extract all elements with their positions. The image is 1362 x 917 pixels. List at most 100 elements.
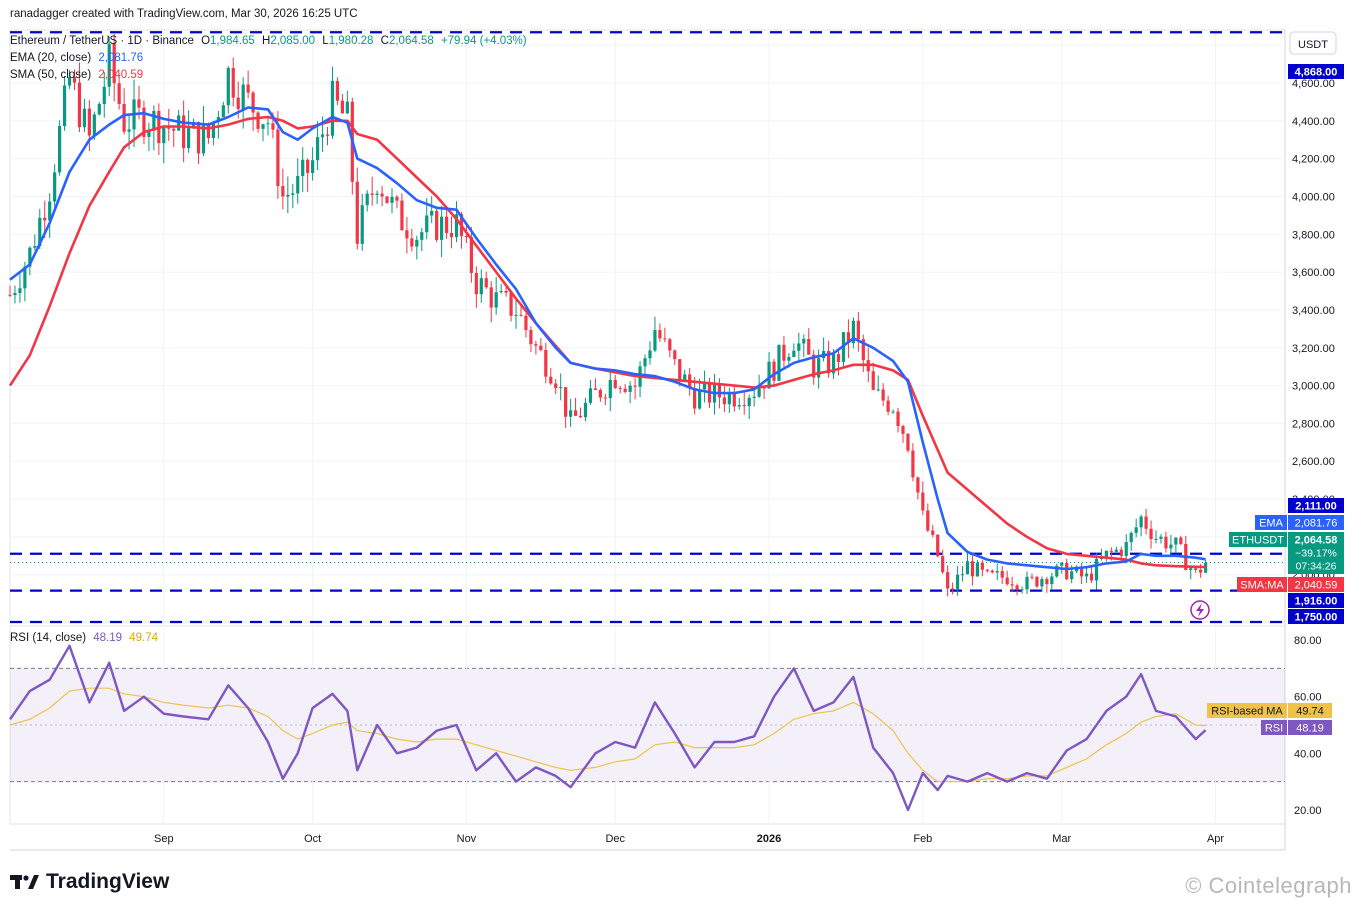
- tag-rsi-value: 48.19: [1296, 723, 1324, 735]
- candle-body: [1109, 550, 1113, 552]
- candle-body: [633, 385, 637, 387]
- ohlc-l-label: L: [322, 35, 329, 47]
- candle-body: [82, 108, 87, 128]
- candle-body: [1025, 576, 1029, 590]
- candle-body: [1040, 578, 1044, 587]
- candle-body: [836, 354, 841, 362]
- candle-body: [1119, 549, 1123, 556]
- time-tick-label: 2026: [757, 833, 781, 845]
- candle-body: [415, 239, 419, 247]
- candle-body: [92, 114, 96, 136]
- candle-body: [936, 534, 940, 557]
- candle-body: [320, 134, 325, 138]
- sma-legend[interactable]: SMA (50, close) 2,040.59: [10, 69, 147, 81]
- rsi-legend[interactable]: RSI (14, close) 48.19 49.74: [10, 632, 162, 644]
- price-tick-label: 2,800.00: [1292, 418, 1335, 430]
- candle-body: [246, 84, 250, 93]
- candle-body: [18, 288, 22, 293]
- candle-body: [911, 450, 915, 478]
- candle-body: [172, 128, 176, 131]
- candle-body: [360, 205, 364, 244]
- tag-sma-value: 2,040.59: [1295, 580, 1338, 592]
- copyright-icon: ©: [1185, 873, 1209, 898]
- candle-body: [380, 193, 384, 197]
- candle-body: [673, 350, 677, 360]
- symbol-title[interactable]: Ethereum / TetherUS · 1D · Binance: [10, 35, 194, 47]
- candle-body: [564, 387, 568, 417]
- candle-body: [444, 216, 449, 233]
- time-tick-label: Nov: [457, 833, 477, 845]
- tag-level-1916: 1,916.00: [1288, 593, 1344, 608]
- candle-body: [817, 358, 821, 378]
- candle-body: [256, 112, 260, 129]
- candle-body: [1065, 562, 1069, 580]
- candle-body: [340, 100, 344, 114]
- candle-body: [618, 387, 622, 389]
- candle-body: [767, 361, 771, 389]
- candle-body: [449, 232, 454, 238]
- candle-body: [112, 43, 116, 84]
- ohlc-change: +79.94 (+4.03%): [440, 35, 527, 47]
- candle-body: [375, 193, 379, 195]
- lightning-icon[interactable]: [1190, 600, 1210, 620]
- ema-legend[interactable]: EMA (20, close) 2,081.76: [10, 52, 147, 64]
- candle-body: [385, 196, 389, 203]
- candle-body: [425, 215, 429, 233]
- ohlc-high: 2,085.00: [270, 35, 316, 47]
- candle-body: [896, 411, 900, 427]
- rsi-tick-label: 20.00: [1294, 805, 1322, 817]
- candle-body: [782, 344, 786, 361]
- currency-tag[interactable]: [1289, 31, 1337, 55]
- tag-level-2111: 2,111.00: [1288, 498, 1344, 513]
- currency-label: USDT: [1298, 39, 1328, 51]
- candle-body: [420, 232, 424, 240]
- candle-body: [38, 217, 42, 247]
- candle-body: [87, 108, 91, 136]
- candle-body: [1129, 532, 1133, 543]
- candle-body: [722, 397, 726, 405]
- candle-body: [206, 123, 211, 139]
- time-axis-labels[interactable]: Sep Oct Nov Dec 2026 Feb Mar Apr: [154, 833, 1224, 845]
- price-tick-label: 4,000.00: [1292, 191, 1335, 203]
- candle-body: [435, 210, 439, 240]
- candle-body: [663, 338, 667, 340]
- candle-body: [1045, 578, 1049, 585]
- candle-body: [276, 129, 280, 187]
- candle-body: [221, 105, 225, 118]
- candle-body: [995, 571, 999, 573]
- tag-countdown: 07:34:26: [1296, 561, 1337, 573]
- candle-body: [514, 314, 518, 316]
- candle-body: [8, 294, 12, 296]
- candle-body: [653, 330, 657, 351]
- tag-last-price: ETHUSDT 2,064.58 −39.17% 07:34:26: [1229, 532, 1344, 574]
- price-grid: [10, 30, 1285, 824]
- price-tick-label: 3,200.00: [1292, 343, 1335, 355]
- candle-body: [281, 186, 285, 197]
- rsi-axis-labels[interactable]: 20.00 40.00 60.00 80.00: [1294, 635, 1322, 817]
- rsi-band-fill: [10, 668, 1285, 782]
- candle-body: [955, 574, 960, 590]
- candle-body: [593, 388, 598, 390]
- candle-body: [67, 77, 72, 86]
- rsi-legend-label: RSI (14, close): [10, 632, 87, 644]
- ema-20-line: [9, 106, 1206, 571]
- candle-body: [802, 338, 806, 344]
- ohlc-c-label: C: [380, 35, 389, 47]
- tradingview-brand[interactable]: TradingView: [10, 870, 169, 894]
- candle-body: [152, 110, 156, 131]
- candle-body: [400, 200, 404, 231]
- candle-body: [752, 396, 756, 398]
- tag-last-pct: −39.17%: [1295, 548, 1337, 560]
- candle-body: [891, 411, 895, 413]
- candle-body: [985, 569, 989, 571]
- candle-body: [544, 350, 548, 377]
- candle-body: [916, 477, 920, 493]
- candle-body: [1000, 571, 1004, 578]
- candle-body: [951, 588, 955, 590]
- candle-body: [524, 315, 528, 330]
- candle-body: [871, 371, 875, 390]
- candle-body: [1159, 536, 1163, 539]
- candle-body: [876, 389, 880, 391]
